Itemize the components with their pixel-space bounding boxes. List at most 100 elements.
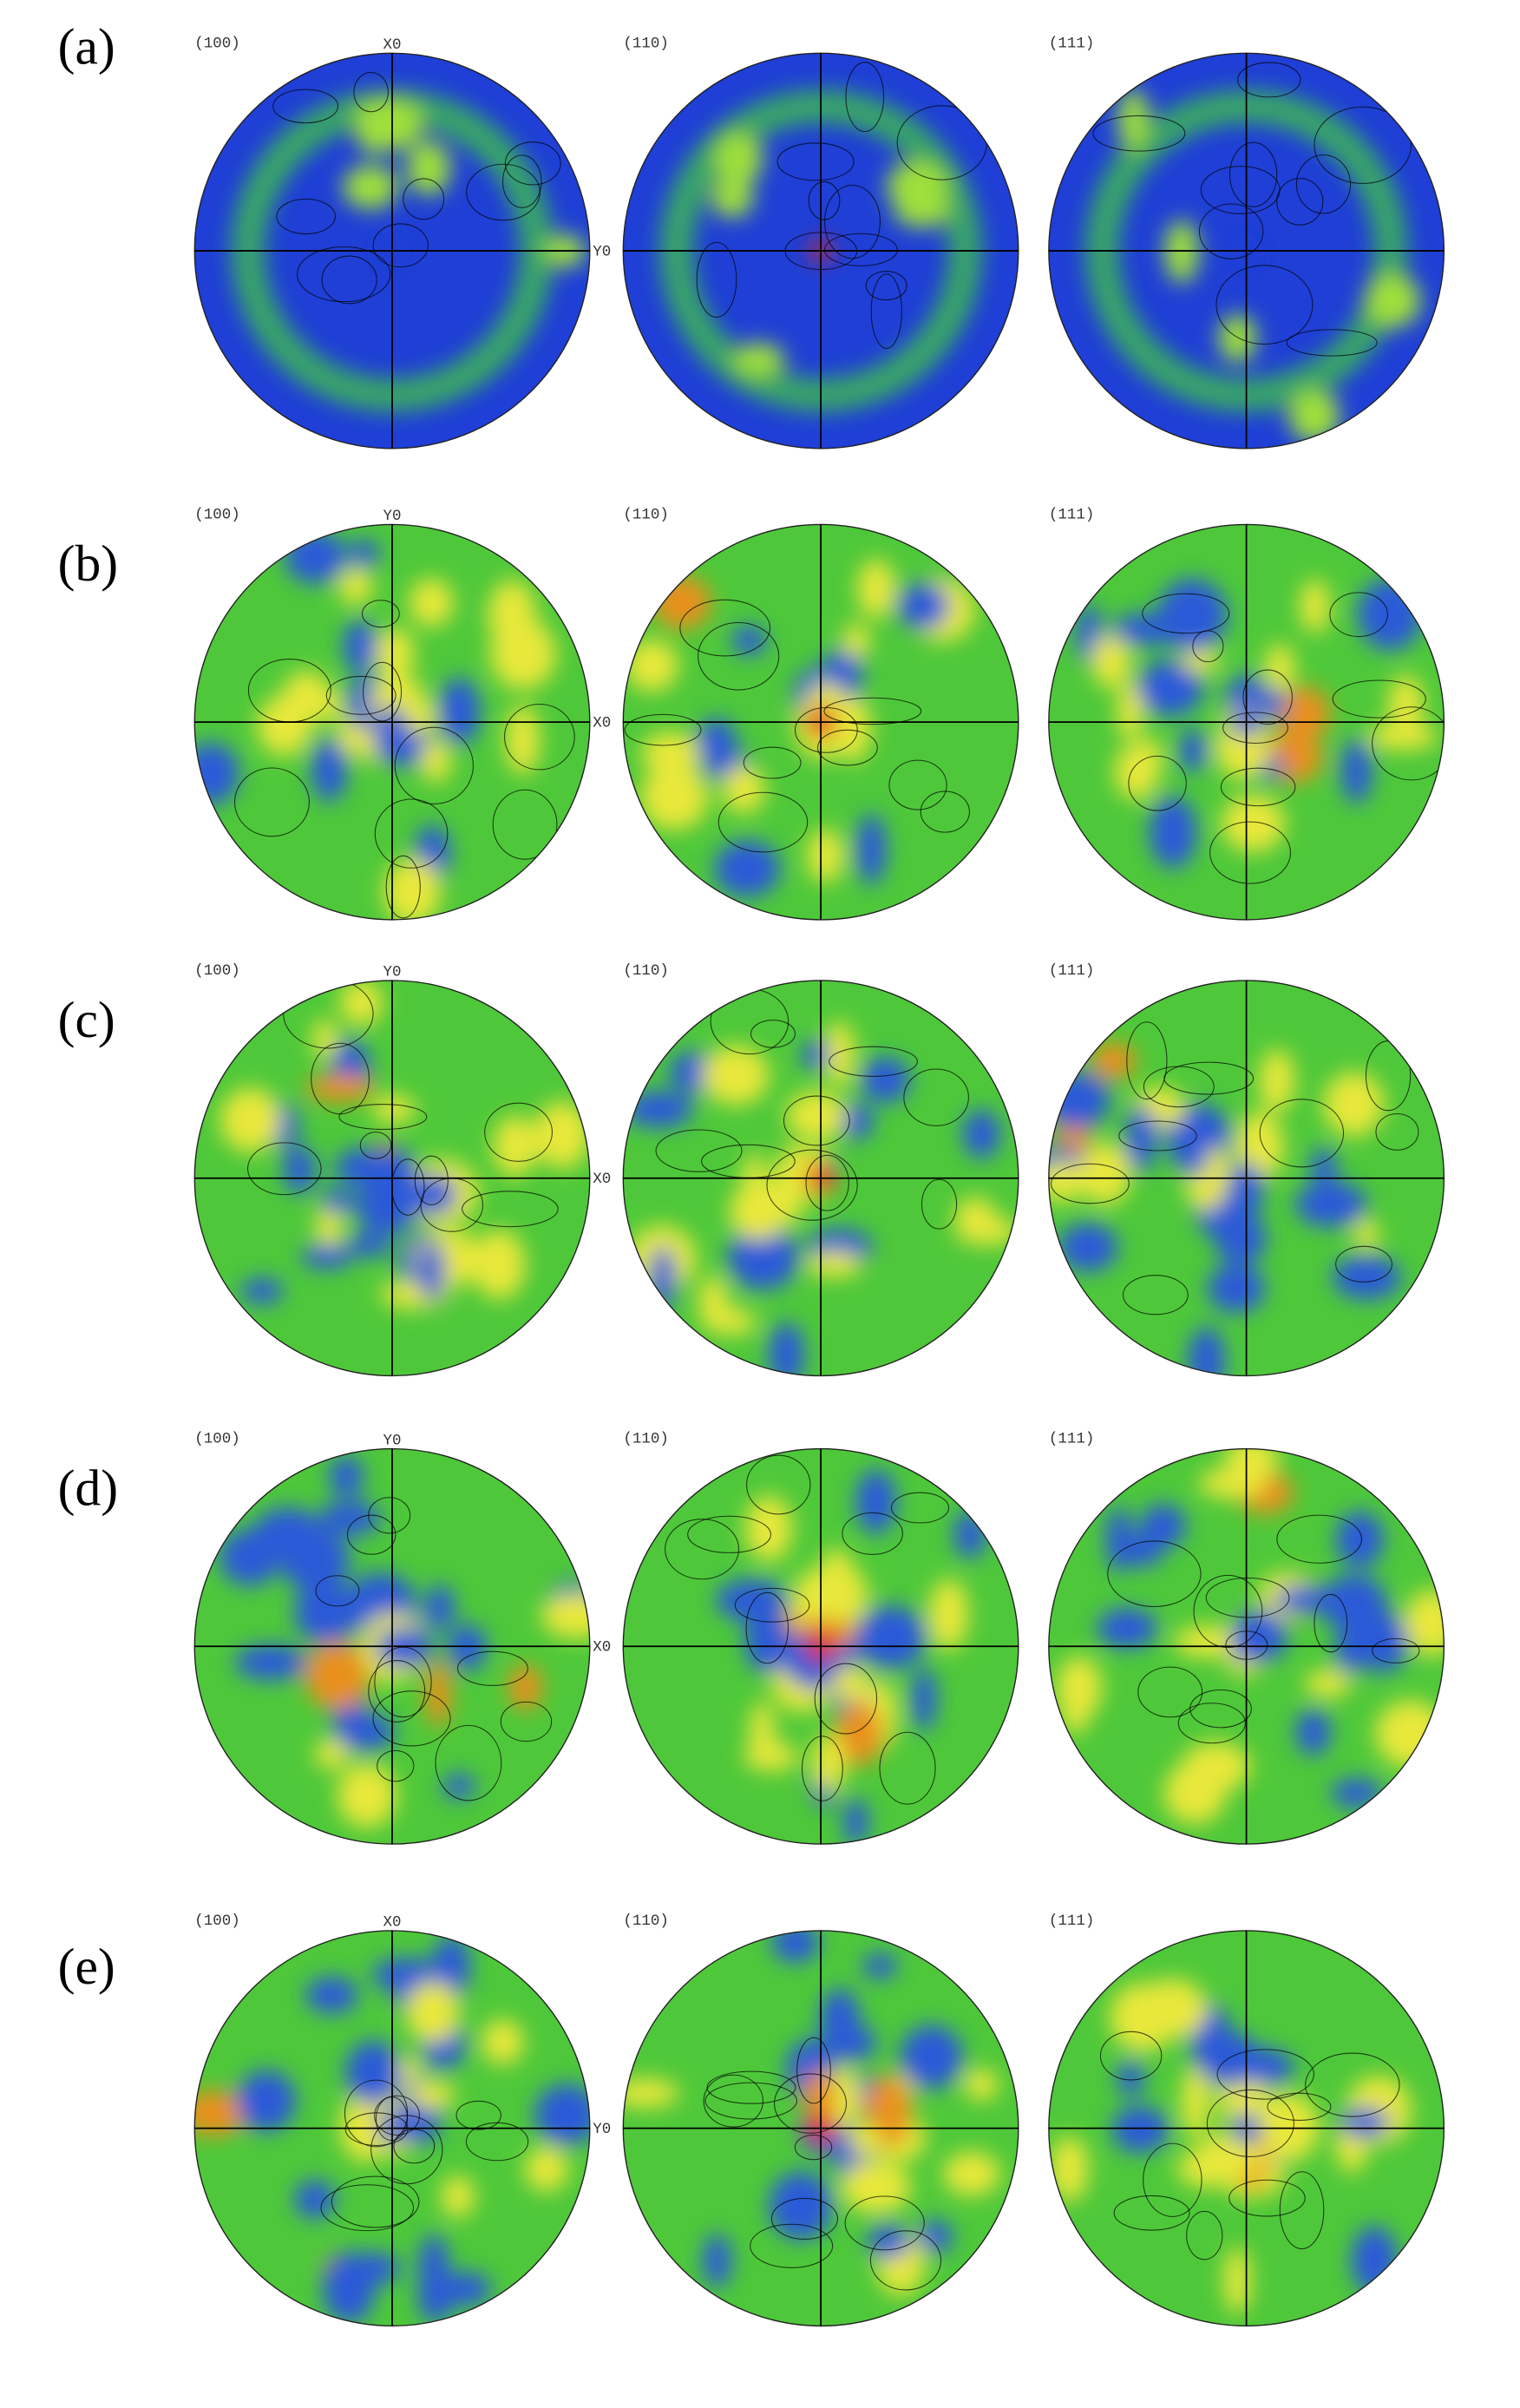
- contour: [1279, 2171, 1325, 2250]
- blob: [314, 1739, 349, 1769]
- blob: [441, 2175, 475, 2218]
- blob: [541, 1592, 590, 1639]
- blob: [488, 580, 536, 651]
- contour: [1372, 706, 1445, 781]
- contour: [920, 791, 970, 833]
- contour: [1305, 2052, 1400, 2117]
- blob: [862, 1953, 898, 1979]
- contour: [794, 2134, 833, 2161]
- blob: [1164, 220, 1199, 284]
- contour: [783, 1095, 850, 1146]
- blob: [834, 1702, 883, 1766]
- contour: [394, 726, 474, 804]
- blob: [1117, 89, 1150, 152]
- blob: [345, 2040, 401, 2105]
- blob: [1335, 1511, 1384, 1568]
- blob: [894, 192, 951, 228]
- panel-title: (111): [1049, 35, 1095, 52]
- contour: [665, 1519, 740, 1580]
- contour: [1143, 1066, 1215, 1108]
- contour: [1118, 1120, 1197, 1152]
- blob: [842, 622, 870, 659]
- contour: [817, 729, 878, 766]
- blob: [856, 1605, 926, 1670]
- contour: [1237, 62, 1301, 98]
- blob: [1257, 2092, 1320, 2162]
- contour: [921, 1178, 958, 1230]
- blob: [954, 1217, 1019, 1245]
- contour: [704, 2082, 797, 2120]
- contour: [344, 2079, 409, 2148]
- blob: [524, 2146, 569, 2192]
- blob: [1117, 2059, 1144, 2097]
- contour: [814, 1663, 878, 1735]
- contour: [823, 233, 898, 266]
- blob: [1321, 1574, 1387, 1633]
- blob: [802, 1040, 830, 1070]
- blob: [722, 764, 766, 814]
- contour: [372, 223, 429, 268]
- blob: [534, 2083, 590, 2146]
- axis-label: X0: [593, 1171, 611, 1188]
- panel-title: (110): [623, 1913, 669, 1930]
- contour: [1335, 1245, 1392, 1283]
- contour: [1216, 2049, 1314, 2100]
- blob: [329, 1455, 364, 1498]
- contour: [361, 600, 400, 628]
- blob: [337, 1763, 397, 1828]
- contour: [465, 2122, 529, 2162]
- contour: [845, 62, 885, 133]
- blob: [943, 2151, 1000, 2196]
- blob: [1364, 272, 1421, 329]
- blob: [343, 165, 398, 210]
- blob: [639, 764, 709, 830]
- intensity: [1056, 1448, 1445, 1824]
- contour: [484, 1102, 553, 1162]
- contour: [1205, 1577, 1290, 1618]
- row-label: (d): [58, 1459, 118, 1516]
- blob: [1264, 643, 1295, 692]
- contour: [374, 1646, 432, 1718]
- contour: [842, 1512, 903, 1555]
- row-label: (e): [58, 1938, 115, 1995]
- blob: [1048, 1071, 1111, 1129]
- blob: [1374, 1700, 1445, 1768]
- blob: [1058, 1223, 1118, 1272]
- blob: [283, 1145, 316, 1195]
- blob: [928, 1578, 969, 1650]
- contour: [372, 1690, 451, 1747]
- contour: [1189, 1690, 1252, 1729]
- blob: [1225, 1448, 1280, 1481]
- contour: [1186, 2210, 1223, 2260]
- blob: [1323, 1072, 1385, 1137]
- blob: [338, 568, 373, 605]
- blob: [1332, 1255, 1401, 1300]
- contour: [1276, 178, 1324, 226]
- contour: [865, 271, 907, 301]
- blob: [1111, 2106, 1169, 2153]
- contour: [734, 1587, 810, 1623]
- contour: [1107, 1540, 1202, 1607]
- contour: [403, 178, 445, 220]
- contour: [501, 154, 542, 208]
- axis-label: Y0: [383, 508, 402, 525]
- contour: [374, 2095, 420, 2136]
- axis-label: X0: [383, 36, 402, 54]
- contour: [879, 1731, 936, 1805]
- blob: [702, 1045, 770, 1106]
- axis-label: Y0: [593, 243, 611, 260]
- contour: [325, 675, 396, 715]
- blob: [1194, 2133, 1261, 2179]
- contour: [1276, 1514, 1362, 1564]
- intensity: [1050, 1978, 1412, 2314]
- blob: [376, 627, 415, 679]
- blob: [1300, 579, 1330, 634]
- contour: [321, 255, 377, 305]
- blob: [1181, 647, 1220, 673]
- contour: [698, 621, 780, 691]
- blob: [312, 1018, 337, 1060]
- panel-title: (110): [623, 506, 669, 523]
- blob: [771, 1930, 820, 1963]
- blob: [1137, 659, 1204, 717]
- blob: [1331, 1778, 1383, 1808]
